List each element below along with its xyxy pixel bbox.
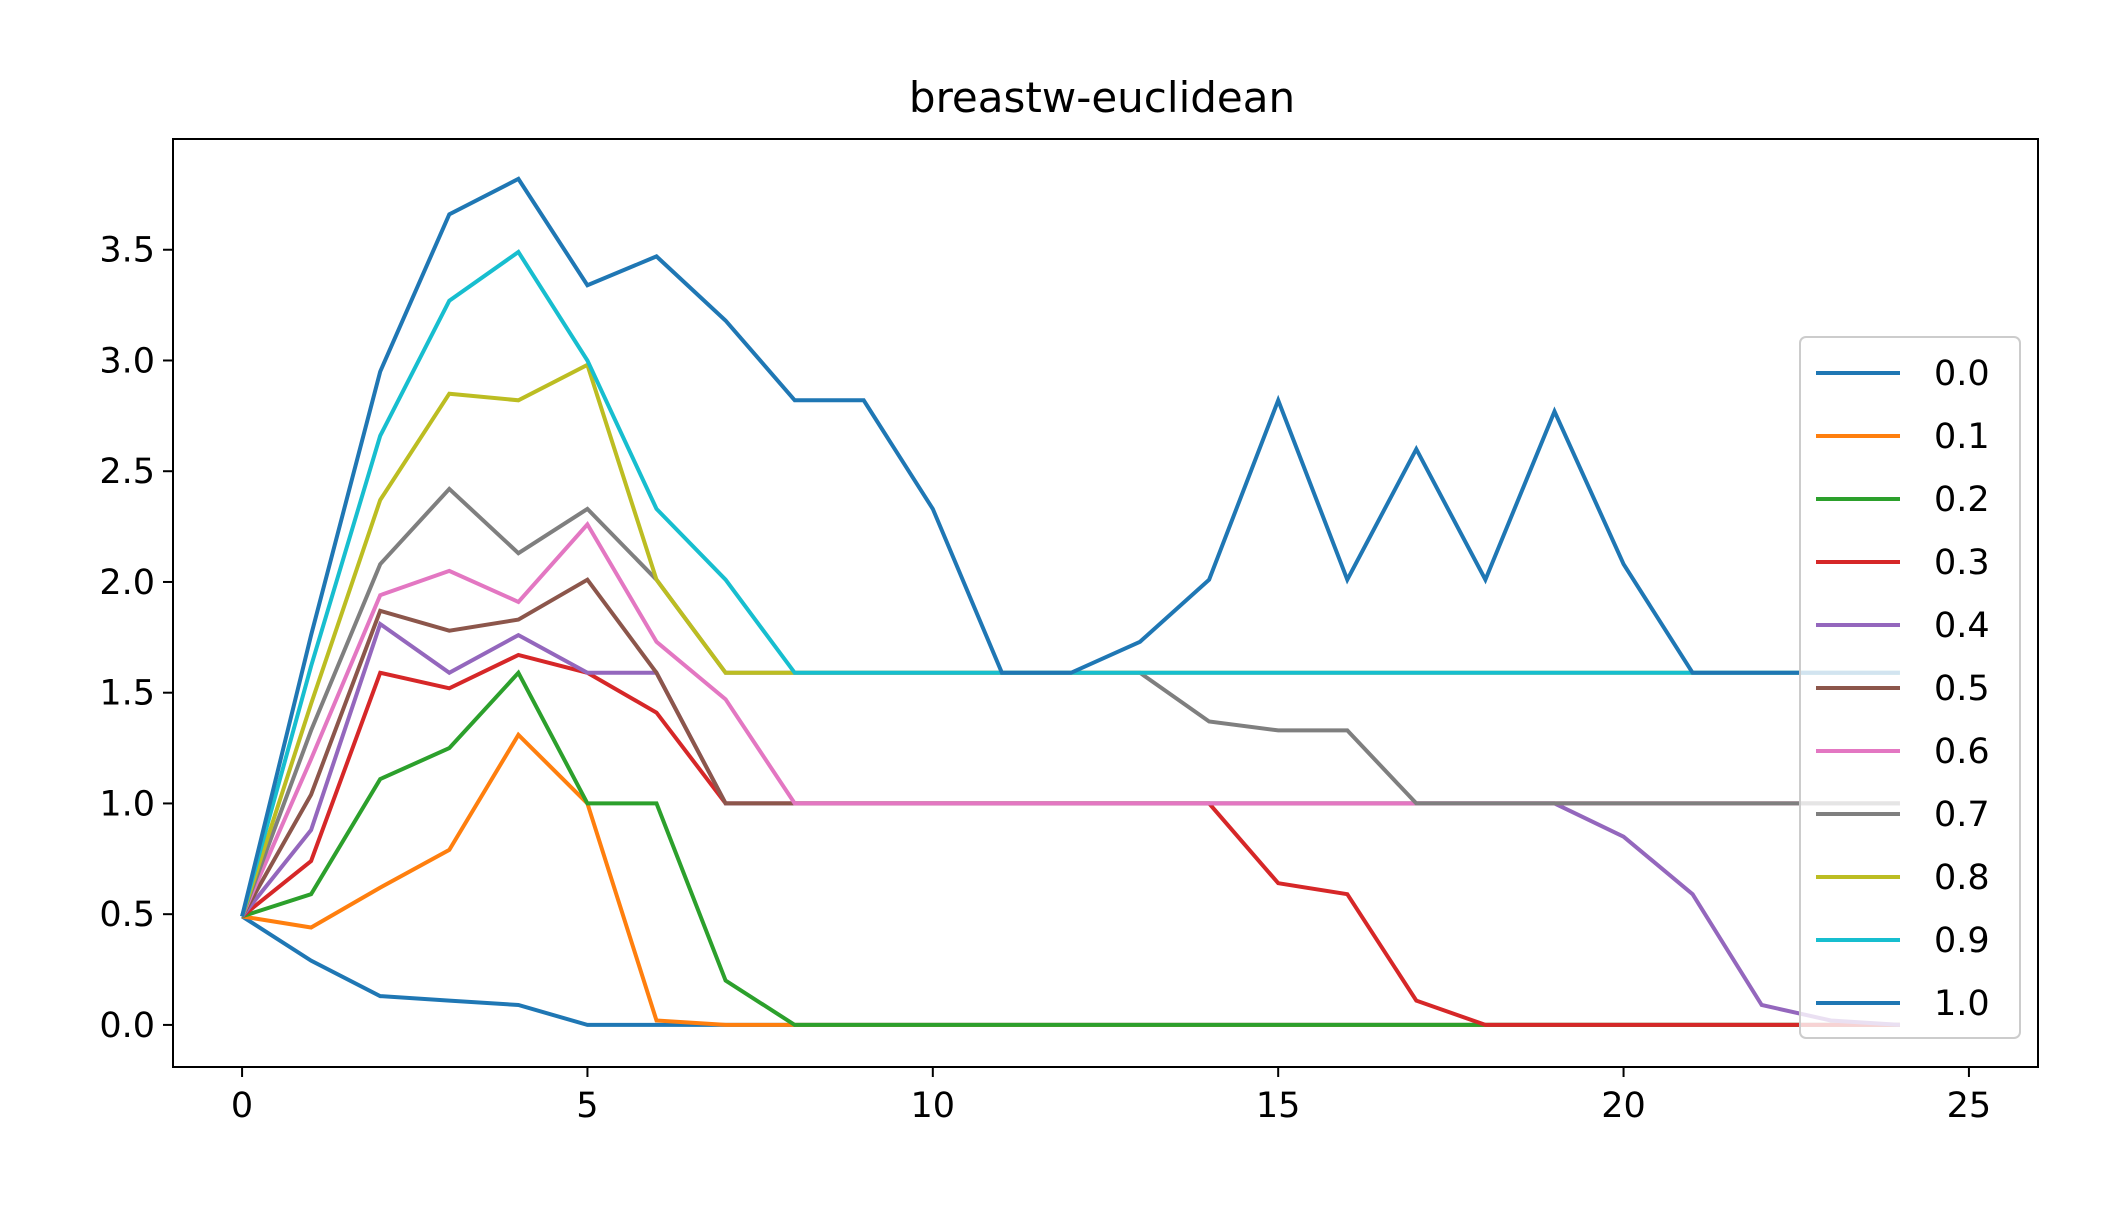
legend-label: 0.3 [1934, 543, 1990, 583]
legend-label: 0.4 [1934, 606, 1990, 646]
x-tick-label: 25 [1947, 1086, 1992, 1126]
y-tick-label: 1.0 [99, 784, 155, 824]
y-tick-label: 3.0 [99, 341, 155, 381]
legend-label: 1.0 [1934, 984, 1990, 1024]
y-tick-label: 2.0 [99, 563, 155, 603]
chart-title: breastw-euclidean [909, 73, 1295, 122]
legend-label: 0.5 [1934, 669, 1990, 709]
y-tick-label: 2.5 [99, 452, 155, 492]
series-layer [240, 176, 1901, 1027]
legend-box [1799, 336, 2021, 1039]
legend-label: 0.9 [1934, 921, 1990, 961]
y-tick-label: 0.5 [99, 895, 155, 935]
x-tick-label: 5 [576, 1086, 598, 1126]
x-axis: 0 5 10 15 20 25 [231, 1067, 1991, 1126]
legend: 0.0 0.1 0.2 0.3 0.4 0.5 0.6 0.7 0.8 0.9 1.0 [1799, 336, 2021, 1039]
legend-label: 0.0 [1934, 354, 1990, 394]
legend-label: 0.1 [1934, 417, 1990, 457]
series-line-1-0 [240, 176, 1900, 917]
legend-label: 0.6 [1934, 732, 1990, 772]
x-tick-label: 0 [231, 1086, 253, 1126]
y-tick-label: 0.0 [99, 1006, 155, 1046]
legend-label: 0.8 [1934, 858, 1990, 898]
x-tick-label: 20 [1601, 1086, 1646, 1126]
x-tick-label: 15 [1256, 1086, 1301, 1126]
y-tick-label: 3.5 [99, 231, 155, 271]
x-tick-label: 10 [911, 1086, 956, 1126]
y-axis: 0.0 0.5 1.0 1.5 2.0 2.5 3.0 3.5 [99, 231, 173, 1046]
legend-label: 0.7 [1934, 795, 1990, 835]
legend-label: 0.2 [1934, 480, 1990, 520]
plot-frame [172, 138, 2039, 1068]
y-tick-label: 1.5 [99, 674, 155, 714]
